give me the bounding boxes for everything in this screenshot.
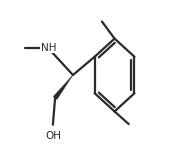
Text: OH: OH xyxy=(46,131,62,141)
Text: NH: NH xyxy=(41,42,56,52)
Polygon shape xyxy=(53,75,73,99)
